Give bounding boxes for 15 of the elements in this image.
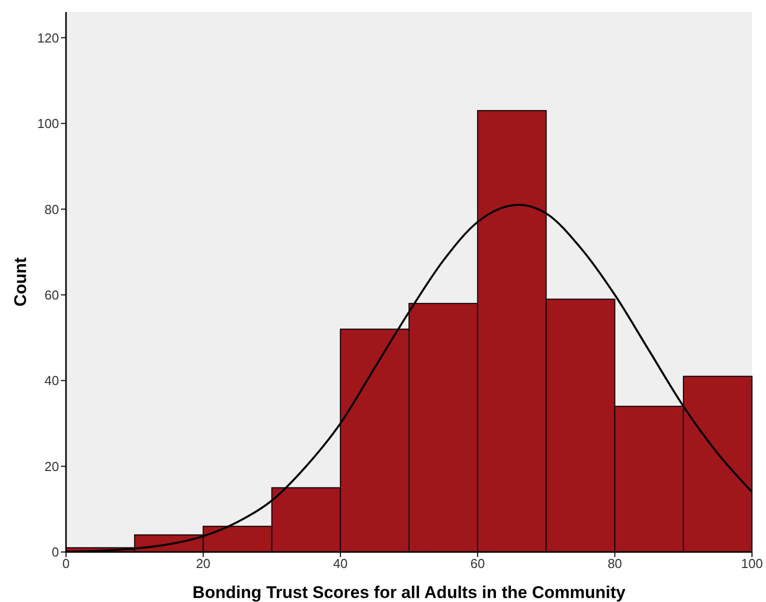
x-tick-label: 60 [470, 556, 485, 572]
x-tick-label: 80 [608, 556, 622, 572]
y-tick-label: 80 [44, 202, 59, 217]
y-tick-label: 100 [37, 116, 59, 132]
y-tick-label: 40 [44, 373, 59, 388]
y-tick-label: 0 [52, 544, 59, 560]
y-tick-label: 60 [44, 287, 59, 302]
x-tick-label: 20 [196, 556, 210, 572]
x-tick-label: 100 [741, 556, 763, 572]
x-tick-label: 40 [333, 556, 348, 572]
x-axis-title: Bonding Trust Scores for all Adults in the Community [192, 583, 626, 602]
y-axis-title: Count [11, 257, 30, 307]
x-tick-label: 0 [62, 556, 70, 572]
y-tick-label: 120 [37, 30, 59, 46]
y-tick-label: 20 [44, 458, 59, 474]
